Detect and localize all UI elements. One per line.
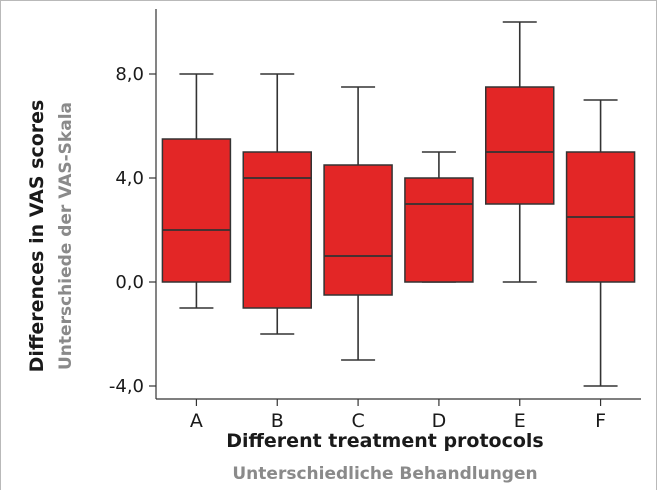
x-tick-label-c: C	[351, 410, 364, 432]
plot-area	[161, 21, 636, 387]
y-axis-title: Differences in VAS scores	[26, 100, 48, 373]
box-a	[161, 73, 232, 309]
x-tick-label-d: D	[432, 410, 447, 432]
x-axis-title: Different treatment protocols	[226, 430, 544, 452]
box-f	[565, 99, 636, 387]
axes: A B C D E F -4,0 0,0 4,0 8,0	[109, 9, 641, 432]
box-e	[485, 21, 555, 283]
box-iqr-d	[404, 177, 474, 283]
y-tick-label-3: 8,0	[115, 64, 144, 85]
box-iqr-b	[242, 151, 312, 309]
y-axis-title-secondary: Unterschiede der VAS-Skala	[56, 102, 76, 370]
box-b	[242, 73, 312, 335]
x-tick-label-e: E	[514, 410, 526, 432]
box-iqr-c	[323, 164, 393, 296]
y-tick-label-0: -4,0	[109, 376, 144, 397]
box-iqr-e	[485, 86, 555, 205]
y-tick-label-2: 4,0	[115, 168, 144, 189]
x-tick-label-a: A	[190, 410, 203, 432]
y-tick-label-1: 0,0	[115, 272, 144, 293]
x-axis-title-secondary: Unterschiedliche Behandlungen	[232, 464, 537, 484]
x-tick-label-f: F	[595, 410, 606, 432]
x-tick-label-b: B	[271, 410, 284, 432]
box-iqr-a	[161, 138, 232, 283]
box-d	[404, 151, 474, 283]
box-c	[323, 86, 393, 361]
